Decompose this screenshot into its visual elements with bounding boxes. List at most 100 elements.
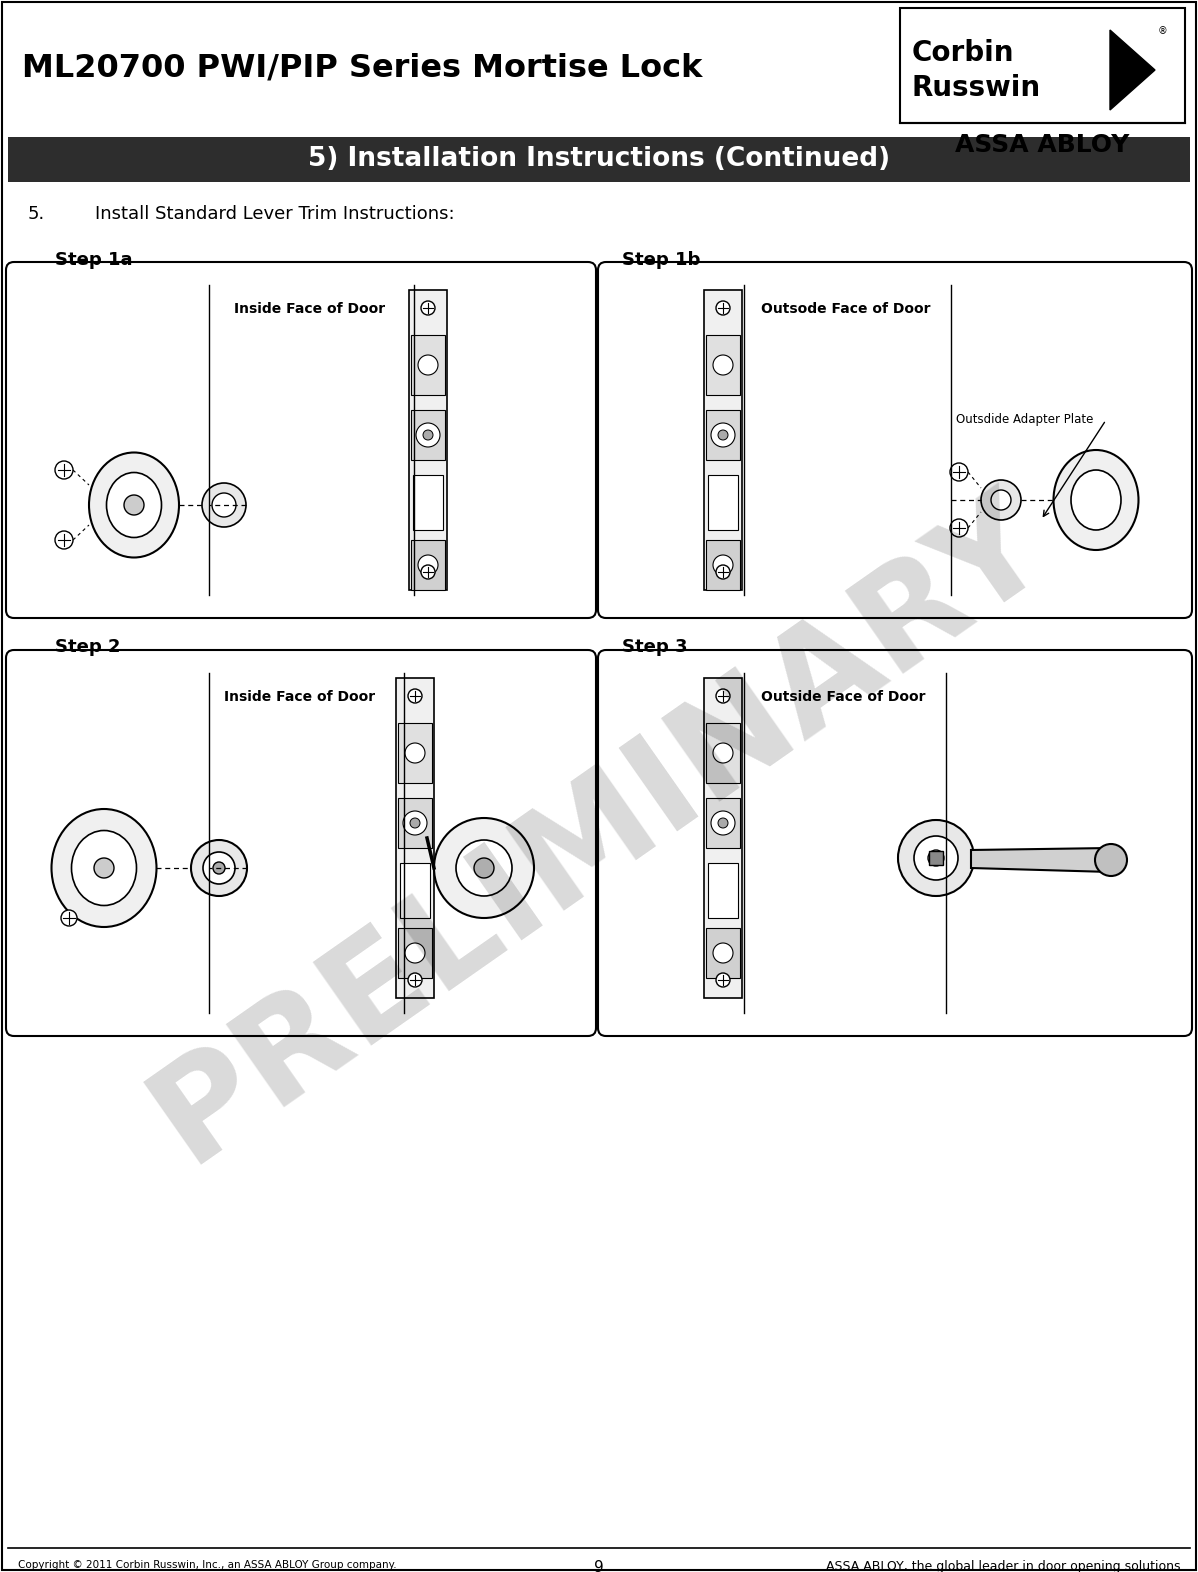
Circle shape: [418, 355, 438, 376]
Ellipse shape: [52, 810, 157, 927]
Circle shape: [55, 531, 73, 549]
Circle shape: [409, 973, 422, 987]
Text: Step 2: Step 2: [55, 638, 121, 656]
Circle shape: [898, 821, 974, 896]
Circle shape: [405, 943, 425, 964]
Ellipse shape: [107, 473, 162, 538]
Bar: [706, 799, 740, 847]
Circle shape: [716, 689, 730, 703]
Circle shape: [416, 423, 440, 446]
Bar: [704, 678, 742, 998]
Text: Step 1b: Step 1b: [622, 252, 701, 269]
Bar: [706, 723, 740, 783]
Bar: [413, 475, 443, 530]
Circle shape: [212, 494, 236, 517]
Circle shape: [718, 431, 728, 440]
Circle shape: [190, 839, 247, 896]
Text: ML20700 PWI/PIP Series Mortise Lock: ML20700 PWI/PIP Series Mortise Lock: [22, 52, 702, 83]
Circle shape: [125, 495, 144, 516]
Circle shape: [914, 836, 958, 880]
Circle shape: [713, 744, 733, 762]
Circle shape: [716, 973, 730, 987]
Text: PRELIMINARY: PRELIMINARY: [127, 472, 1071, 1188]
Polygon shape: [1111, 30, 1155, 110]
Ellipse shape: [89, 453, 179, 558]
Bar: [900, 8, 1185, 123]
FancyBboxPatch shape: [6, 649, 595, 1036]
Bar: [409, 289, 447, 590]
FancyBboxPatch shape: [598, 263, 1192, 618]
Circle shape: [456, 839, 512, 896]
FancyBboxPatch shape: [598, 649, 1192, 1036]
Circle shape: [710, 811, 736, 835]
Circle shape: [434, 817, 534, 918]
Text: Corbin: Corbin: [912, 39, 1015, 68]
Text: 9: 9: [594, 1559, 604, 1572]
Circle shape: [716, 564, 730, 578]
Circle shape: [410, 817, 420, 828]
Text: Inside Face of Door: Inside Face of Door: [224, 690, 375, 704]
Bar: [708, 863, 738, 918]
Circle shape: [713, 943, 733, 964]
Bar: [704, 289, 742, 590]
Circle shape: [474, 858, 494, 879]
Bar: [398, 927, 432, 978]
Text: Inside Face of Door: Inside Face of Door: [234, 302, 385, 316]
Circle shape: [928, 850, 944, 866]
Bar: [400, 863, 430, 918]
Circle shape: [409, 689, 422, 703]
Polygon shape: [972, 847, 1111, 872]
Text: Step 3: Step 3: [622, 638, 688, 656]
Bar: [708, 475, 738, 530]
Bar: [398, 799, 432, 847]
Circle shape: [718, 817, 728, 828]
Bar: [706, 410, 740, 461]
Circle shape: [1095, 844, 1127, 876]
Text: Copyright © 2011 Corbin Russwin, Inc., an ASSA ABLOY Group company.
All rights r: Copyright © 2011 Corbin Russwin, Inc., a…: [18, 1559, 397, 1572]
Bar: [398, 723, 432, 783]
Text: 5.: 5.: [28, 204, 46, 223]
Circle shape: [405, 744, 425, 762]
Text: Install Standard Lever Trim Instructions:: Install Standard Lever Trim Instructions…: [95, 204, 454, 223]
Ellipse shape: [72, 830, 137, 905]
Circle shape: [710, 423, 736, 446]
Circle shape: [420, 564, 435, 578]
Text: 5) Installation Instructions (Continued): 5) Installation Instructions (Continued): [308, 146, 890, 173]
Circle shape: [713, 555, 733, 575]
Ellipse shape: [1053, 450, 1138, 550]
Circle shape: [991, 490, 1011, 509]
Text: Russwin: Russwin: [912, 74, 1041, 102]
Circle shape: [950, 464, 968, 481]
Circle shape: [716, 300, 730, 314]
Circle shape: [950, 519, 968, 538]
Circle shape: [423, 431, 432, 440]
Circle shape: [93, 858, 114, 879]
Text: ®: ®: [1158, 27, 1168, 36]
Bar: [411, 410, 444, 461]
Circle shape: [202, 852, 235, 883]
Bar: [411, 541, 444, 590]
Bar: [706, 927, 740, 978]
Circle shape: [713, 355, 733, 376]
Text: Outsdide Adapter Plate: Outsdide Adapter Plate: [956, 413, 1094, 426]
Circle shape: [403, 811, 426, 835]
Circle shape: [981, 479, 1021, 520]
FancyBboxPatch shape: [6, 263, 595, 618]
Text: ASSA ABLOY, the global leader in door opening solutions: ASSA ABLOY, the global leader in door op…: [825, 1559, 1180, 1572]
Circle shape: [61, 910, 77, 926]
Bar: [706, 541, 740, 590]
Circle shape: [418, 555, 438, 575]
Ellipse shape: [1071, 470, 1121, 530]
Bar: [411, 335, 444, 395]
Bar: [8, 137, 1190, 182]
Bar: [397, 678, 434, 998]
Text: Outside Face of Door: Outside Face of Door: [761, 690, 926, 704]
Circle shape: [202, 483, 246, 527]
Bar: [928, 850, 943, 865]
Circle shape: [213, 861, 225, 874]
Text: Outsode Face of Door: Outsode Face of Door: [761, 302, 931, 316]
Circle shape: [55, 461, 73, 479]
Bar: [706, 335, 740, 395]
Text: ASSA ABLOY: ASSA ABLOY: [955, 134, 1130, 157]
Circle shape: [420, 300, 435, 314]
